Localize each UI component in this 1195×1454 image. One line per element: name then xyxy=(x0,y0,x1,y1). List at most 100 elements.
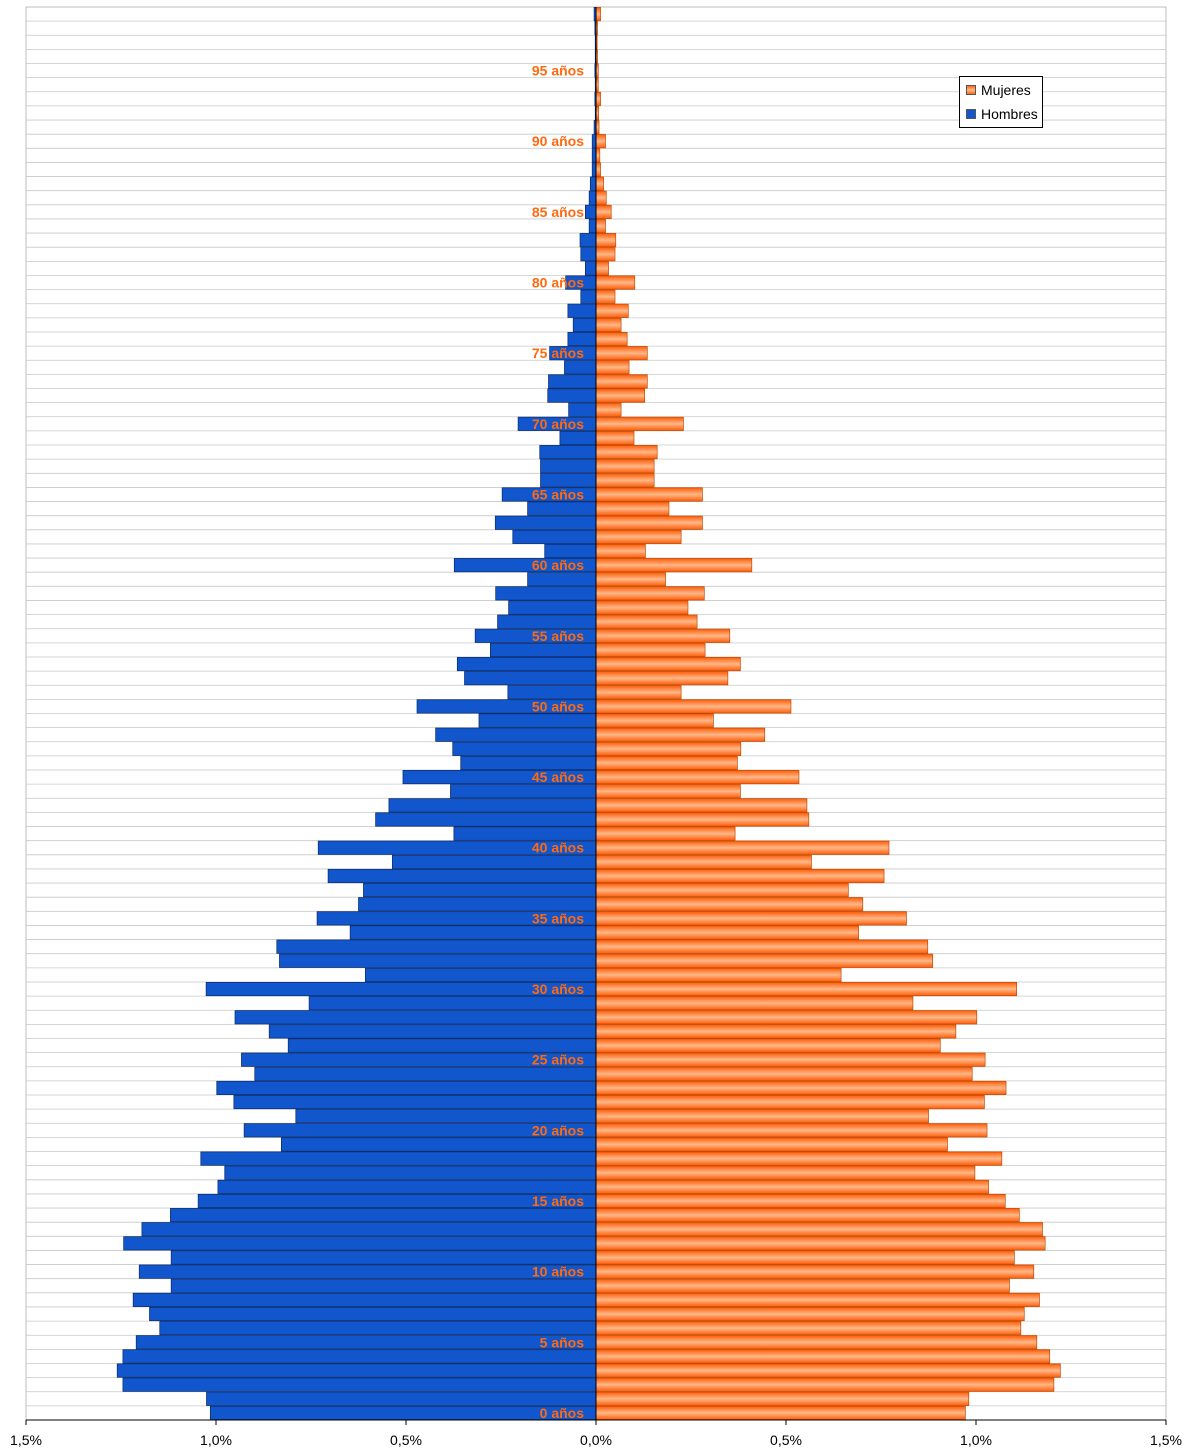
bar-hombres xyxy=(375,812,597,827)
bar-mujeres xyxy=(595,374,648,389)
bar-mujeres xyxy=(595,685,682,700)
bar-mujeres xyxy=(595,1066,973,1081)
bar-mujeres xyxy=(595,770,800,785)
age-label: 10 años xyxy=(532,1264,584,1280)
bar-mujeres xyxy=(595,1208,1020,1223)
bar-mujeres xyxy=(595,1377,1055,1392)
age-label: 80 años xyxy=(532,275,584,291)
bar-mujeres xyxy=(595,572,666,587)
bar-mujeres xyxy=(595,826,736,841)
bar-hombres xyxy=(527,501,597,516)
bar-hombres xyxy=(544,543,597,559)
bar-mujeres xyxy=(595,346,648,361)
bar-hombres xyxy=(123,1236,597,1251)
bar-hombres xyxy=(363,883,597,898)
bar-mujeres xyxy=(595,487,703,502)
bar-mujeres xyxy=(595,798,808,813)
bar-mujeres xyxy=(595,430,635,446)
legend-item-mujeres: Mujeres xyxy=(966,82,1031,98)
bar-mujeres xyxy=(595,1292,1040,1307)
bar-mujeres xyxy=(595,1278,1010,1293)
bar-hombres xyxy=(494,515,597,530)
bar-mujeres xyxy=(595,713,714,728)
bar-mujeres xyxy=(595,911,907,926)
bar-hombres xyxy=(234,1010,597,1025)
bar-mujeres xyxy=(595,1052,986,1067)
bar-mujeres xyxy=(595,1321,1022,1336)
bar-hombres xyxy=(206,1391,597,1406)
bar-mujeres xyxy=(595,176,604,191)
bar-mujeres xyxy=(595,445,658,460)
bar-mujeres xyxy=(595,148,601,163)
bar-hombres xyxy=(170,1208,597,1223)
bar-hombres xyxy=(512,529,597,544)
age-label: 90 años xyxy=(532,133,584,149)
bar-mujeres xyxy=(595,218,606,234)
bar-mujeres xyxy=(595,614,698,629)
x-tick-label: 1,5% xyxy=(10,1432,42,1448)
bar-mujeres xyxy=(595,416,684,431)
bar-hombres xyxy=(295,1109,597,1124)
bar-hombres xyxy=(478,713,597,728)
bar-mujeres xyxy=(595,1123,988,1138)
bar-mujeres xyxy=(595,1080,1007,1096)
bar-hombres xyxy=(135,1335,597,1350)
bars xyxy=(116,7,1061,1420)
bar-mujeres xyxy=(595,1095,985,1110)
bar-hombres xyxy=(224,1165,597,1180)
bar-mujeres xyxy=(595,925,859,940)
age-label: 60 años xyxy=(532,557,584,573)
bar-hombres xyxy=(170,1250,597,1265)
bar-hombres xyxy=(149,1306,597,1322)
bar-mujeres xyxy=(595,656,741,672)
bar-hombres xyxy=(527,572,597,587)
bar-mujeres xyxy=(595,586,705,601)
bar-mujeres xyxy=(595,91,601,106)
bar-mujeres xyxy=(595,727,766,742)
bar-mujeres xyxy=(595,840,890,855)
age-label: 30 años xyxy=(532,981,584,997)
bar-hombres xyxy=(452,741,597,756)
bar-mujeres xyxy=(595,317,622,332)
bar-hombres xyxy=(564,360,597,375)
bar-hombres xyxy=(308,996,597,1011)
bar-hombres xyxy=(132,1292,597,1307)
bar-hombres xyxy=(279,953,597,968)
bar-hombres xyxy=(547,388,597,403)
bar-mujeres xyxy=(595,529,682,544)
age-label: 55 años xyxy=(532,628,584,644)
bar-hombres xyxy=(585,261,597,276)
age-label: 25 años xyxy=(532,1052,584,1068)
bar-mujeres xyxy=(595,1151,1003,1166)
legend-swatch-hombres xyxy=(966,109,976,119)
bar-hombres xyxy=(450,784,597,799)
bar-mujeres xyxy=(595,1349,1051,1364)
bar-mujeres xyxy=(595,303,629,318)
bar-mujeres xyxy=(595,1109,929,1124)
age-label: 20 años xyxy=(532,1122,584,1138)
bar-mujeres xyxy=(595,190,607,205)
bar-mujeres xyxy=(595,558,753,573)
bar-hombres xyxy=(572,317,597,332)
bar-hombres xyxy=(170,1278,597,1293)
bar-hombres xyxy=(276,939,597,954)
bar-hombres xyxy=(460,755,597,771)
age-label: 45 años xyxy=(532,769,584,785)
bar-mujeres xyxy=(595,741,742,756)
bar-mujeres xyxy=(595,883,849,898)
bar-hombres xyxy=(254,1066,597,1081)
bar-mujeres xyxy=(595,1405,966,1420)
legend-swatch-mujeres xyxy=(966,85,976,95)
x-tick-label: 0,5% xyxy=(390,1432,422,1448)
x-tick-label: 1,0% xyxy=(960,1432,992,1448)
bar-hombres xyxy=(216,1080,597,1096)
bar-mujeres xyxy=(595,7,601,22)
bar-mujeres xyxy=(595,388,645,403)
bar-mujeres xyxy=(595,1179,989,1194)
bar-mujeres xyxy=(595,1250,1015,1265)
bar-mujeres xyxy=(595,854,812,869)
bar-hombres xyxy=(580,289,597,304)
x-tick-label: 0,0% xyxy=(580,1432,612,1448)
bar-mujeres xyxy=(595,402,622,417)
